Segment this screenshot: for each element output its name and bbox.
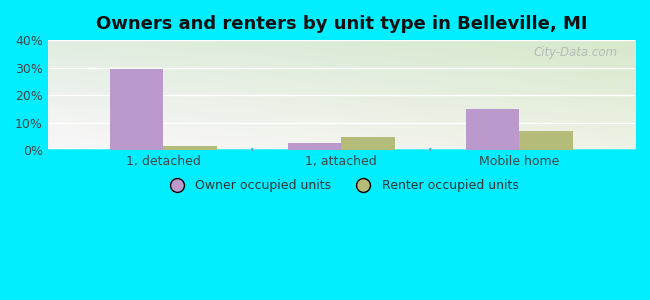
Legend: Owner occupied units, Renter occupied units: Owner occupied units, Renter occupied un… (159, 174, 523, 197)
Bar (163, 146, 217, 150)
Bar (288, 143, 341, 150)
Bar (466, 109, 519, 150)
Bar (519, 131, 573, 150)
Title: Owners and renters by unit type in Belleville, MI: Owners and renters by unit type in Belle… (96, 15, 587, 33)
Bar (341, 136, 395, 150)
Bar (110, 69, 163, 150)
Text: City-Data.com: City-Data.com (533, 46, 618, 59)
